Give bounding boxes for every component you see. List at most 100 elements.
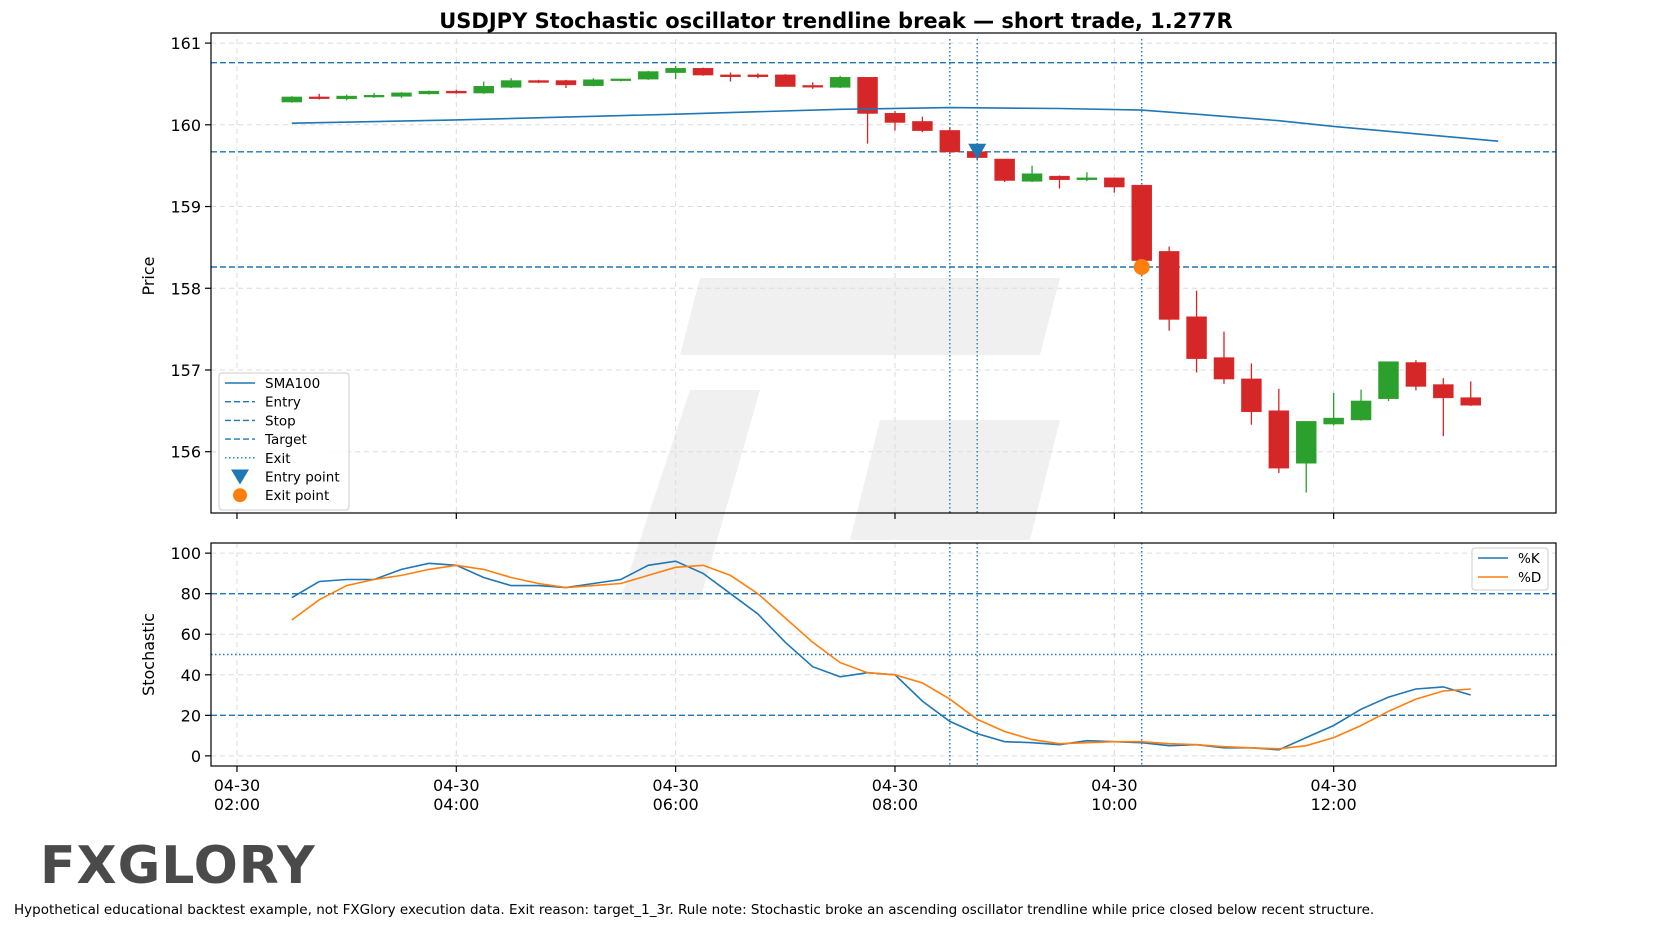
candle bbox=[637, 70, 659, 80]
fxglory-logo: FXGLORY bbox=[40, 836, 316, 896]
candle-body bbox=[1378, 361, 1399, 399]
legend-label: Exit point bbox=[265, 488, 329, 504]
entry-point-marker bbox=[968, 143, 987, 160]
stoch-ytick-label: 80 bbox=[181, 585, 201, 604]
legend-label: Entry bbox=[265, 395, 301, 411]
sma100-line bbox=[291, 106, 1499, 142]
candle bbox=[446, 89, 467, 94]
candle-body bbox=[308, 96, 330, 99]
stoch-ytick-label: 100 bbox=[170, 544, 201, 563]
candle-body bbox=[555, 80, 577, 86]
stoch-ytick-label: 0 bbox=[191, 747, 201, 766]
candle-body bbox=[1460, 397, 1482, 406]
price-frame bbox=[210, 32, 1557, 514]
candle-body bbox=[363, 94, 385, 98]
price-ytick-label: 161 bbox=[170, 34, 201, 53]
exit-point-marker bbox=[1133, 259, 1150, 276]
candle bbox=[1323, 392, 1344, 426]
candle-body bbox=[1158, 251, 1180, 320]
candle bbox=[583, 78, 604, 87]
candle-body bbox=[994, 158, 1015, 181]
candle bbox=[665, 65, 686, 80]
candle-body bbox=[610, 78, 632, 81]
price-ytick-label: 157 bbox=[170, 361, 201, 380]
legend-swatch bbox=[231, 469, 249, 485]
candle bbox=[363, 92, 385, 98]
candle-body bbox=[637, 71, 659, 80]
stoch-ytick-label: 40 bbox=[181, 666, 201, 685]
candle-body bbox=[1021, 173, 1043, 182]
candle-body bbox=[665, 68, 686, 73]
candle bbox=[1104, 177, 1125, 193]
candle-body bbox=[281, 96, 303, 103]
candle-body bbox=[775, 74, 796, 87]
candle-body bbox=[1076, 177, 1098, 180]
candle bbox=[308, 93, 330, 100]
candle-body bbox=[391, 92, 412, 97]
xtick-time-label: 12:00 bbox=[1311, 795, 1357, 814]
candle-body bbox=[1104, 177, 1125, 188]
xtick-date-label: 04-30 bbox=[872, 776, 919, 795]
candle-body bbox=[583, 79, 604, 86]
candle bbox=[1049, 175, 1070, 189]
legend-entry: Exit point bbox=[233, 488, 329, 504]
xtick-date-label: 04-30 bbox=[433, 776, 480, 795]
candle bbox=[720, 72, 741, 82]
stoch-series-d bbox=[291, 564, 1471, 750]
legend-label: SMA100 bbox=[265, 376, 320, 392]
xtick-date-label: 04-30 bbox=[214, 776, 261, 795]
stoch-ytick-label: 60 bbox=[181, 625, 201, 644]
candle bbox=[1131, 184, 1153, 263]
candle bbox=[1158, 246, 1180, 331]
candle bbox=[775, 74, 796, 87]
stoch-frame bbox=[210, 542, 1557, 767]
candle bbox=[1268, 388, 1290, 473]
candle bbox=[747, 73, 769, 79]
candle bbox=[912, 116, 933, 133]
candle bbox=[884, 110, 906, 131]
candle-body bbox=[857, 77, 878, 114]
candle bbox=[802, 82, 824, 89]
candle bbox=[555, 79, 577, 89]
candle bbox=[1378, 361, 1399, 402]
candle-body bbox=[500, 80, 522, 88]
candle bbox=[692, 67, 714, 76]
legend-entry: SMA100 bbox=[225, 376, 320, 392]
candle-body bbox=[1405, 362, 1427, 387]
candle-body bbox=[473, 86, 494, 94]
candle-body bbox=[1295, 421, 1317, 464]
stochastic-panel: 0 20 40 60 80 100 Stochastic %K %D bbox=[139, 542, 1557, 767]
candle-body bbox=[912, 121, 933, 131]
candle-body bbox=[1049, 175, 1070, 180]
candle bbox=[336, 94, 357, 101]
xtick-date-label: 04-30 bbox=[652, 776, 699, 795]
candle bbox=[473, 81, 494, 94]
candle bbox=[500, 78, 522, 89]
candle-body bbox=[1350, 400, 1372, 421]
legend-label: Stop bbox=[265, 413, 296, 429]
watermark-logo-shape bbox=[620, 278, 1060, 600]
xtick-time-label: 04:00 bbox=[433, 795, 479, 814]
legend-entry: Entry bbox=[225, 395, 301, 411]
price-ytick-label: 158 bbox=[170, 279, 201, 298]
legend-label: Target bbox=[264, 432, 307, 448]
legend-entry: %D bbox=[1478, 570, 1541, 586]
price-ylabel: Price bbox=[139, 256, 158, 295]
legend-entry: %K bbox=[1478, 551, 1541, 567]
candle bbox=[281, 96, 303, 103]
candle bbox=[1460, 381, 1482, 406]
candle bbox=[528, 79, 549, 84]
legend-label: %D bbox=[1518, 570, 1541, 586]
footnote: Hypothetical educational backtest exampl… bbox=[14, 902, 1374, 918]
legend-swatch bbox=[233, 488, 247, 503]
candle bbox=[1405, 360, 1427, 391]
stoch-legend: %K %D bbox=[1471, 547, 1549, 591]
candle-body bbox=[829, 77, 851, 88]
candle-body bbox=[1268, 410, 1290, 469]
candle-body bbox=[528, 80, 549, 83]
candle-body bbox=[939, 130, 961, 153]
candle bbox=[1021, 165, 1043, 183]
candle bbox=[829, 75, 851, 89]
candle-body bbox=[1186, 316, 1207, 359]
